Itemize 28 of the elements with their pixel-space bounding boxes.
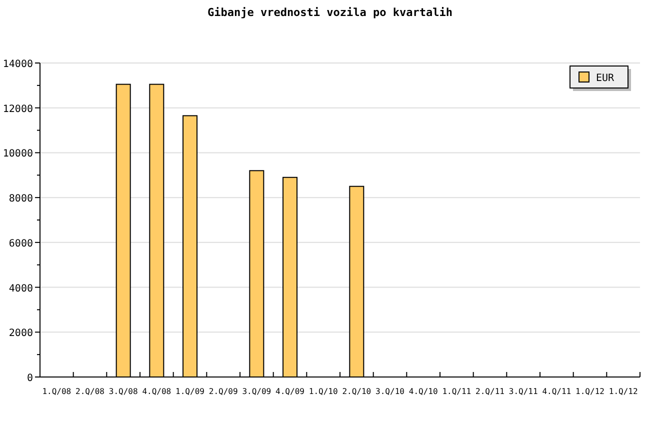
- x-tick-label: 1.Q/09: [176, 387, 205, 396]
- x-tick-label: 2.Q/09: [208, 387, 238, 396]
- x-tick-label: 3.Q/10: [376, 387, 405, 396]
- y-tick-label: 2000: [8, 328, 33, 340]
- x-tick-label: 1.Q/12: [608, 387, 638, 396]
- x-tick-label: 1.Q/12: [576, 387, 605, 396]
- x-tick-label: 3.Q/11: [508, 387, 538, 396]
- x-tick-label: 1.Q/08: [42, 387, 72, 396]
- y-tick-label: 8000: [8, 194, 33, 205]
- x-tick-label: 2.Q/11: [476, 387, 505, 396]
- x-tick-label: 4.Q/08: [142, 387, 172, 396]
- x-tick-label: 2.Q/10: [342, 387, 372, 396]
- x-tick-label: 4.Q/09: [276, 387, 305, 396]
- x-tick-label: 4.Q/11: [542, 387, 572, 396]
- y-tick-label: 14000: [2, 59, 33, 70]
- x-tick-label: 3.Q/09: [242, 387, 272, 396]
- x-tick-label: 1.Q/10: [308, 387, 338, 396]
- x-tick-label: 2.Q/08: [76, 387, 105, 396]
- y-tick-label: 0: [26, 373, 33, 384]
- legend-label: EUR: [596, 73, 616, 84]
- chart-title: Gibanje vrednosti vozila po kvartalih: [207, 6, 453, 19]
- y-tick-label: 10000: [2, 148, 33, 160]
- x-tick-label: 1.Q/11: [442, 387, 472, 396]
- y-tick-label: 4000: [8, 283, 33, 294]
- y-tick-label: 12000: [2, 104, 33, 115]
- x-tick-label: 3.Q/08: [108, 387, 138, 396]
- x-tick-label: 4.Q/10: [408, 387, 438, 396]
- y-tick-label: 6000: [8, 238, 33, 250]
